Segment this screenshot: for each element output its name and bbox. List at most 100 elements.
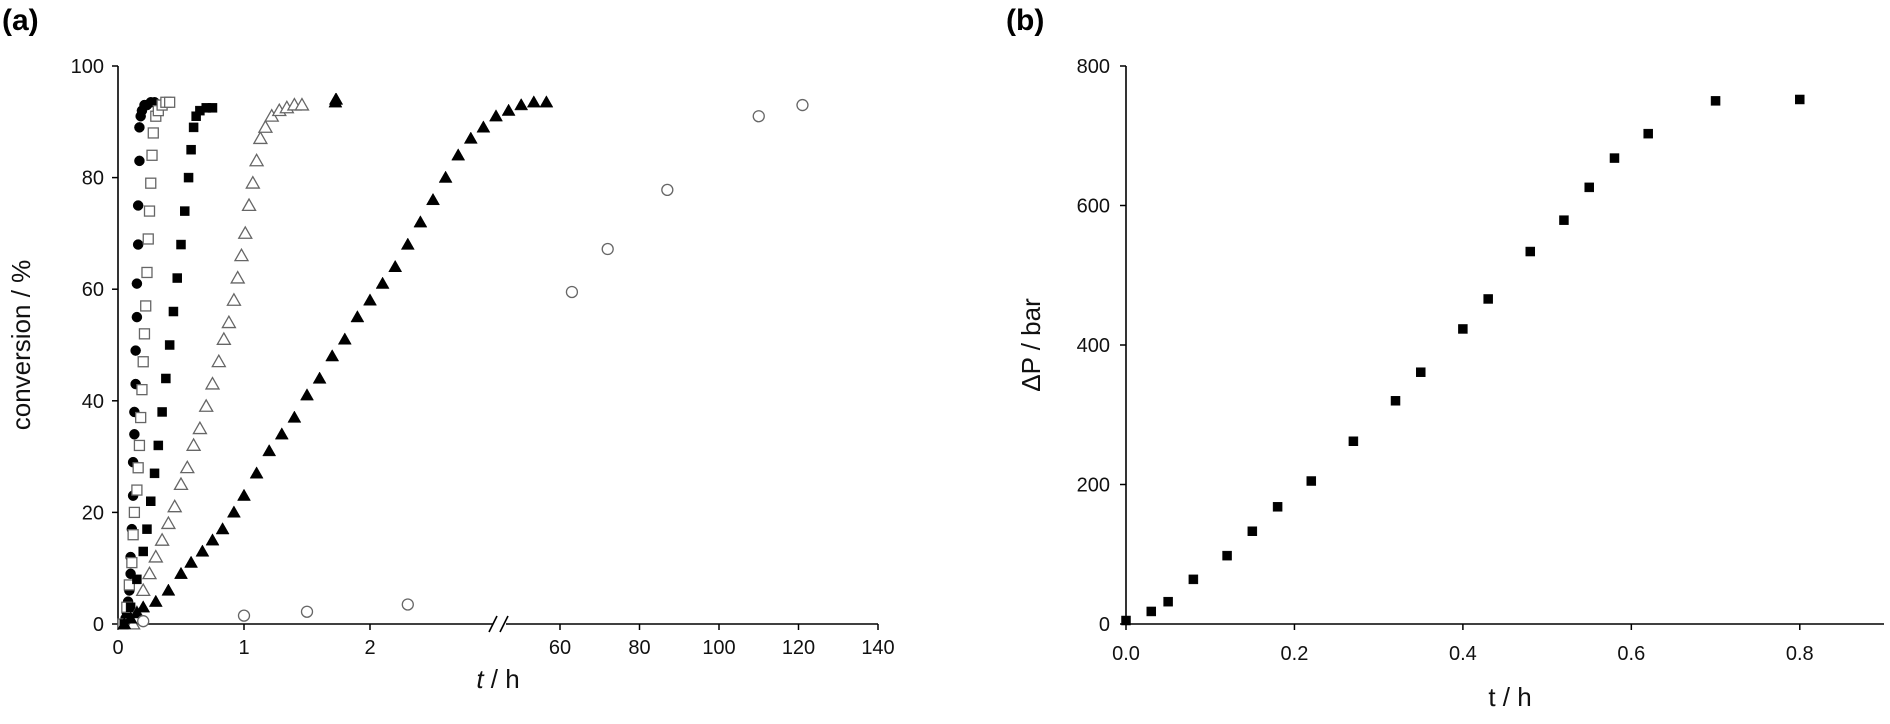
panel-b-point <box>1795 94 1805 105</box>
panel-a-point-triangle-open <box>167 499 183 513</box>
panel-b-label: (b) <box>1006 4 1044 37</box>
panel-a-point-triangle-filled <box>413 215 428 228</box>
panel-a-point-square-open <box>147 127 159 139</box>
panel-a-y-tick-label: 80 <box>82 168 104 190</box>
panel-a-label: (a) <box>2 4 39 37</box>
panel-a-point-triangle-filled <box>438 170 453 183</box>
panel-a-point-square-filled <box>142 524 152 534</box>
panel-b-x-ticks: 0.0 0.2 0.4 0.6 0.8 <box>1112 624 1814 665</box>
panel-b-y-tick-label: 200 <box>1077 475 1110 497</box>
panel-a-x-tick-label: 1 <box>238 637 249 659</box>
panel-a-point-circle-filled <box>130 345 141 356</box>
panel-a-point-triangle-filled <box>226 505 241 518</box>
panel-a-point-square-open <box>126 556 138 569</box>
panel-a-x-label-var: t <box>476 664 485 694</box>
panel-a-point-triangle-open <box>148 549 164 563</box>
panel-a-point-square-filled <box>164 340 175 350</box>
panel-a-point-square-filled <box>188 122 199 133</box>
panel-a-point-square-filled <box>183 172 194 183</box>
panel-a-point-square-open <box>133 439 146 452</box>
panel-b-point <box>1710 96 1721 106</box>
panel-a-y-ticks: 0 20 40 60 80 100 <box>71 56 118 636</box>
panel-a-x-label: t / h <box>476 664 519 694</box>
panel-b-point <box>1163 596 1173 607</box>
panel-a-point-circle-open <box>796 98 809 112</box>
panel-a-point-triangle-open <box>226 292 242 306</box>
panel-a-point-circle-open <box>137 615 150 628</box>
panel-a-point-square-open <box>138 328 151 340</box>
panel-a-point-triangle-filled <box>237 488 251 501</box>
panel-a-point-triangle-filled <box>249 466 264 479</box>
panel-a-point-circle-open <box>237 609 251 622</box>
panel-a-point-triangle-open <box>179 459 195 474</box>
panel-a-point-triangle-open <box>198 398 214 412</box>
panel-a-axis-break-2 <box>499 615 509 633</box>
panel-a-point-square-open <box>164 96 176 108</box>
panel-a-point-triangle-filled <box>161 583 176 596</box>
panel-a-x-tick-label: 120 <box>782 637 815 659</box>
panel-a-point-triangle-filled <box>363 293 377 306</box>
panel-b-point <box>1348 436 1359 447</box>
panel-b-point <box>1306 476 1317 486</box>
panel-b-data <box>1121 94 1805 626</box>
panel-a-point-circle-open <box>661 183 674 197</box>
panel-a-point-square-open <box>123 579 135 591</box>
panel-b-x-tick-label: 0.8 <box>1786 643 1814 665</box>
panel-a-point-triangle-filled <box>526 95 541 108</box>
panel-a-point-triangle-filled <box>274 427 289 440</box>
panel-b-y-tick-label: 600 <box>1077 196 1110 218</box>
panel-a-point-square-filled <box>149 468 160 479</box>
panel-b-y-tick-label: 0 <box>1099 614 1110 636</box>
panel-a-axes <box>117 66 878 633</box>
panel-a-point-circle-filled <box>131 278 143 289</box>
panel-a-y-tick-label: 60 <box>82 279 104 301</box>
panel-a-x-tick-label: 100 <box>702 637 735 659</box>
panel-a-point-triangle-filled <box>287 410 302 423</box>
panel-b-point <box>1483 294 1493 304</box>
panel-a-point-triangle-open <box>160 515 177 530</box>
panel-a-point-triangle-filled <box>329 92 344 105</box>
panel-b-x-tick-label: 0.0 <box>1112 643 1140 665</box>
panel-b: (b) 0 200 400 600 800 0.0 0.2 0.4 0.6 0.8 ΔP / b… <box>1006 4 1884 712</box>
panel-a-point-square-filled <box>180 206 190 216</box>
panel-a-point-triangle-open <box>221 314 237 329</box>
panel-a-point-circle-open <box>601 242 614 256</box>
panel-a-x-tick-label: 60 <box>549 637 571 659</box>
panel-a-point-triangle-filled <box>451 148 466 161</box>
panel-a-point-square-filled <box>161 373 171 384</box>
panel-a-point-triangle-filled <box>476 120 491 133</box>
panel-a-point-triangle-filled <box>300 388 314 401</box>
panel-b-x-label: t / h <box>1488 682 1531 712</box>
panel-a-point-triangle-filled <box>148 594 163 607</box>
panel-b-point <box>1609 153 1620 163</box>
panel-b-point <box>1584 182 1594 193</box>
panel-b-point <box>1121 615 1131 626</box>
panel-b-y-tick-label: 800 <box>1077 56 1110 78</box>
panel-a-point-triangle-open <box>154 532 170 546</box>
panel-a-point-square-open <box>145 177 157 189</box>
panel-a-point-square-open <box>140 300 152 312</box>
panel-a-point-square-open <box>127 529 139 541</box>
panel-b-axes <box>1125 66 1884 625</box>
panel-a-point-triangle-open <box>294 97 310 111</box>
panel-a-point-triangle-open <box>216 331 232 345</box>
panel-a-point-square-filled <box>125 602 136 613</box>
panel-a-point-square-open <box>137 356 149 368</box>
panel-b-point <box>1188 574 1199 585</box>
panel-a-point-circle-open <box>401 598 414 611</box>
panel-a-x-ticks: 0 1 2 60 80 100 120 140 <box>112 624 895 659</box>
panel-a-point-triangle-filled <box>205 533 220 546</box>
panel-a-point-triangle-filled <box>501 103 516 116</box>
panel-a-point-square-open <box>135 411 147 424</box>
panel-a-point-square-filled <box>146 496 156 506</box>
panel-a-point-triangle-filled <box>184 555 199 568</box>
panel-b-x-tick-label: 0.6 <box>1617 643 1645 665</box>
panel-a-point-square-open <box>131 484 143 496</box>
panel-a-point-square-open <box>143 205 156 217</box>
panel-a-point-circle-filled <box>134 155 145 167</box>
panel-a-data <box>117 92 809 630</box>
panel-a-x-tick-label: 140 <box>861 637 894 659</box>
panel-b-point <box>1247 526 1258 536</box>
panel-b-y-ticks: 0 200 400 600 800 <box>1077 56 1126 636</box>
panel-a-point-triangle-filled <box>489 109 503 122</box>
